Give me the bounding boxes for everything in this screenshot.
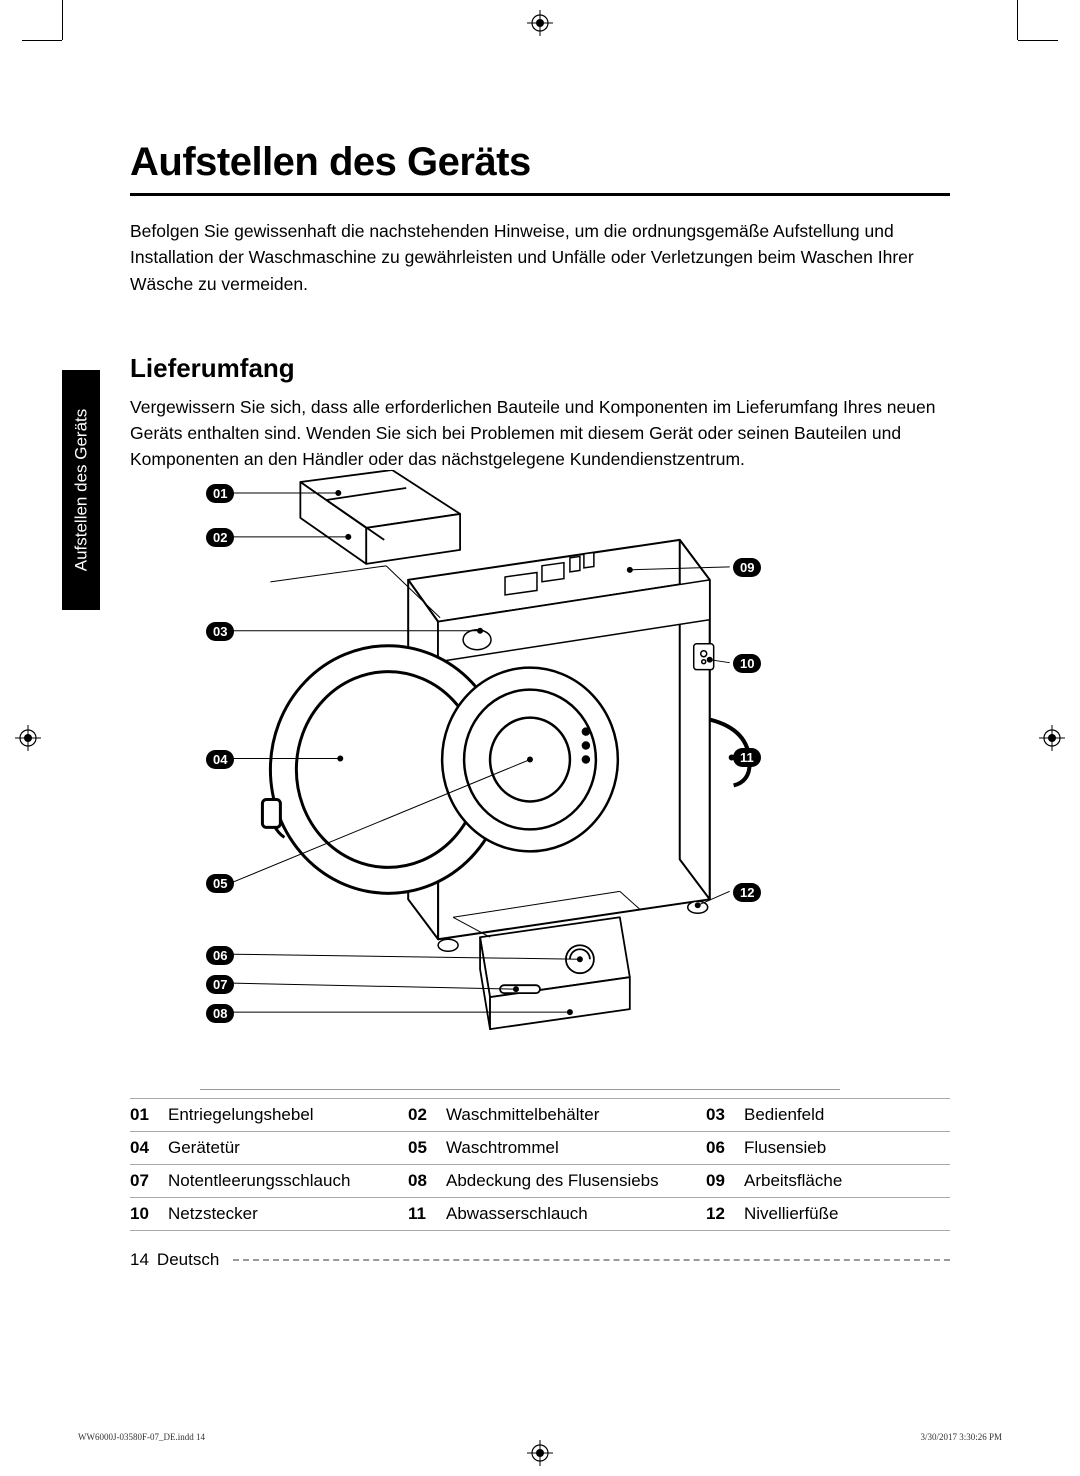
legend-number: 03 <box>706 1099 744 1132</box>
registration-mark-icon <box>15 725 41 751</box>
callout-04: 04 <box>206 750 234 769</box>
legend-label: Notentleerungsschlauch <box>168 1165 408 1198</box>
legend-row: 04Gerätetür05Waschtrommel06Flusensieb <box>130 1132 950 1165</box>
callout-11: 11 <box>733 748 761 767</box>
legend-number: 12 <box>706 1198 744 1231</box>
legend-row: 10Netzstecker11Abwasserschlauch12Nivelli… <box>130 1198 950 1231</box>
legend-row: 01Entriegelungshebel02Waschmittelbehälte… <box>130 1099 950 1132</box>
page-footer: 14 Deutsch <box>130 1248 950 1272</box>
legend-number: 07 <box>130 1165 168 1198</box>
legend-label: Bedienfeld <box>744 1099 950 1132</box>
side-tab: Aufstellen des Geräts <box>62 370 100 610</box>
legend-label: Gerätetür <box>168 1132 408 1165</box>
legend-label: Waschtrommel <box>446 1132 706 1165</box>
legend-label: Flusensieb <box>744 1132 950 1165</box>
section-intro: Vergewissern Sie sich, dass alle erforde… <box>130 394 950 473</box>
footer-rule <box>233 1259 950 1261</box>
intro-paragraph: Befolgen Sie gewissenhaft die nachstehen… <box>130 218 950 297</box>
legend-number: 08 <box>408 1165 446 1198</box>
callout-12: 12 <box>733 883 761 902</box>
page-content: Aufstellen des Geräts Befolgen Sie gewis… <box>130 140 950 473</box>
callout-08: 08 <box>206 1004 234 1023</box>
page-title: Aufstellen des Geräts <box>130 140 950 196</box>
crop-mark <box>62 0 63 40</box>
legend-number: 06 <box>706 1132 744 1165</box>
callout-10: 10 <box>733 654 761 673</box>
legend-number: 09 <box>706 1165 744 1198</box>
legend-label: Abwasserschlauch <box>446 1198 706 1231</box>
imprint-timestamp: 3/30/2017 3:30:26 PM <box>920 1432 1002 1442</box>
legend-number: 05 <box>408 1132 446 1165</box>
legend-label: Entriegelungshebel <box>168 1099 408 1132</box>
callout-06: 06 <box>206 946 234 965</box>
legend-number: 02 <box>408 1099 446 1132</box>
registration-mark-icon <box>527 10 553 36</box>
callout-02: 02 <box>206 528 234 547</box>
legend-row: 07Notentleerungsschlauch08Abdeckung des … <box>130 1165 950 1198</box>
crop-mark <box>22 40 62 41</box>
legend-label: Arbeitsfläche <box>744 1165 950 1198</box>
registration-mark-icon <box>527 1440 553 1466</box>
legend-number: 11 <box>408 1198 446 1231</box>
legend-label: Waschmittelbehälter <box>446 1099 706 1132</box>
registration-mark-icon <box>1039 725 1065 751</box>
side-tab-label: Aufstellen des Geräts <box>71 409 91 572</box>
callout-03: 03 <box>206 622 234 641</box>
parts-legend-table: 01Entriegelungshebel02Waschmittelbehälte… <box>130 1098 950 1231</box>
legend-label: Nivellierfüße <box>744 1198 950 1231</box>
legend-number: 01 <box>130 1099 168 1132</box>
callout-05: 05 <box>206 874 234 893</box>
section-title: Lieferumfang <box>130 353 950 384</box>
crop-mark <box>1018 40 1058 41</box>
page-number: 14 <box>130 1250 149 1270</box>
callout-09: 09 <box>733 558 761 577</box>
footer-language: Deutsch <box>157 1250 219 1270</box>
callout-07: 07 <box>206 975 234 994</box>
legend-label: Abdeckung des Flusensiebs <box>446 1165 706 1198</box>
imprint-filename: WW6000J-03580F-07_DE.indd 14 <box>78 1432 205 1442</box>
legend-label: Netzstecker <box>168 1198 408 1231</box>
legend-number: 04 <box>130 1132 168 1165</box>
legend-number: 10 <box>130 1198 168 1231</box>
product-diagram: 01 02 03 04 05 06 07 08 09 10 11 12 <box>200 470 840 1090</box>
crop-mark <box>1017 0 1018 40</box>
callout-01: 01 <box>206 484 234 503</box>
